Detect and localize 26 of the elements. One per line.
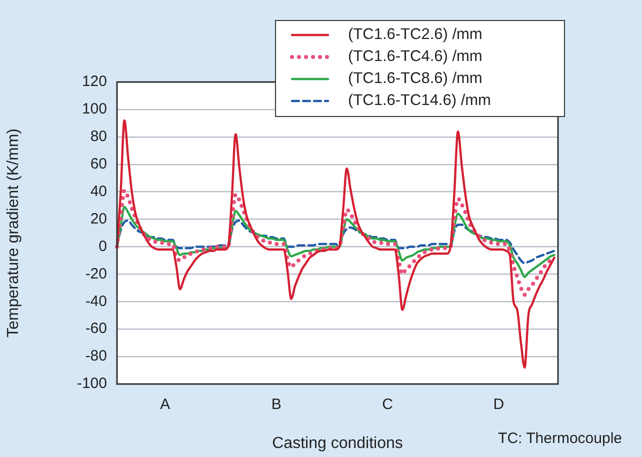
- y-tick-label: -60: [85, 320, 107, 338]
- y-tick-label: -80: [85, 348, 107, 365]
- legend-label: (TC1.6-TC4.6) /mm: [348, 48, 482, 66]
- y-tick-label: 20: [90, 210, 107, 228]
- legend-label: (TC1.6-TC8.6) /mm: [348, 70, 482, 88]
- y-tick-label: -40: [85, 292, 107, 310]
- y-tick-label: -20: [85, 265, 107, 282]
- y-tick-label: 120: [82, 73, 107, 90]
- line-series: [116, 206, 556, 278]
- y-tick-label: 80: [90, 128, 107, 146]
- y-tick-label: 60: [90, 156, 107, 173]
- y-tick-label: 100: [82, 100, 107, 118]
- y-tick-label: 0: [98, 238, 107, 255]
- x-tick-label: C: [382, 396, 394, 414]
- text: TC: Thermocouple: [498, 430, 622, 447]
- y-tick-label: -100: [76, 375, 107, 392]
- x-tick-label: B: [271, 396, 282, 414]
- x-tick-label: D: [493, 396, 504, 414]
- line-series: [116, 119, 556, 369]
- legend-label: (TC1.6-TC2.6) /mm: [348, 26, 482, 44]
- line-series: [116, 220, 556, 264]
- y-tick-label: 40: [90, 182, 107, 200]
- legend-label: (TC1.6-TC14.6) /mm: [348, 92, 491, 110]
- x-axis-title: Casting conditions: [272, 434, 403, 452]
- y-axis-title: Temperature gradient (K/mm): [5, 128, 22, 338]
- x-tick-label: A: [160, 396, 170, 414]
